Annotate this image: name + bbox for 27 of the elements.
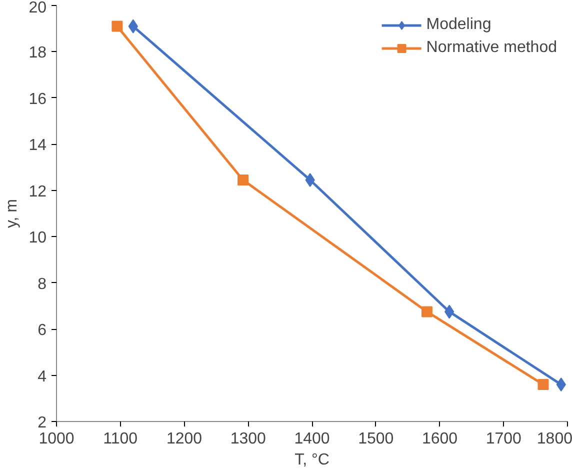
y-tick-label: 14 <box>28 137 47 154</box>
point <box>112 20 123 32</box>
x-axis-title: T, °C <box>294 452 330 468</box>
point <box>238 174 249 186</box>
x-tick-label: 1000 <box>38 430 74 448</box>
y-axis-title: y, m <box>4 198 21 228</box>
y-tick-label: 16 <box>28 90 47 108</box>
y-tick-label: 6 <box>38 322 47 340</box>
x-tick-label: 1600 <box>422 430 458 448</box>
x-tick-label: 1700 <box>486 430 522 448</box>
y-tick-label: 18 <box>28 44 47 62</box>
legend-label: Modeling <box>426 16 492 34</box>
x-tick-label: 1300 <box>230 430 266 448</box>
y-tick-label: 12 <box>28 183 47 200</box>
y-tick-label: 4 <box>38 368 47 386</box>
x-tick-label: 1200 <box>166 430 202 448</box>
y-tick-label: 8 <box>38 276 47 293</box>
y-tick-label: 20 <box>28 0 47 16</box>
point <box>421 306 432 318</box>
x-tick-label: 1100 <box>103 430 138 448</box>
y-tick-label: 2 <box>38 414 47 432</box>
legend-label: Normative method <box>426 39 557 57</box>
x-tick-label: 1400 <box>294 430 330 448</box>
point <box>538 379 549 390</box>
x-tick-label: 1800 <box>536 430 572 448</box>
x-tick-label: 1500 <box>358 430 394 448</box>
y-tick-label: 10 <box>28 230 47 247</box>
